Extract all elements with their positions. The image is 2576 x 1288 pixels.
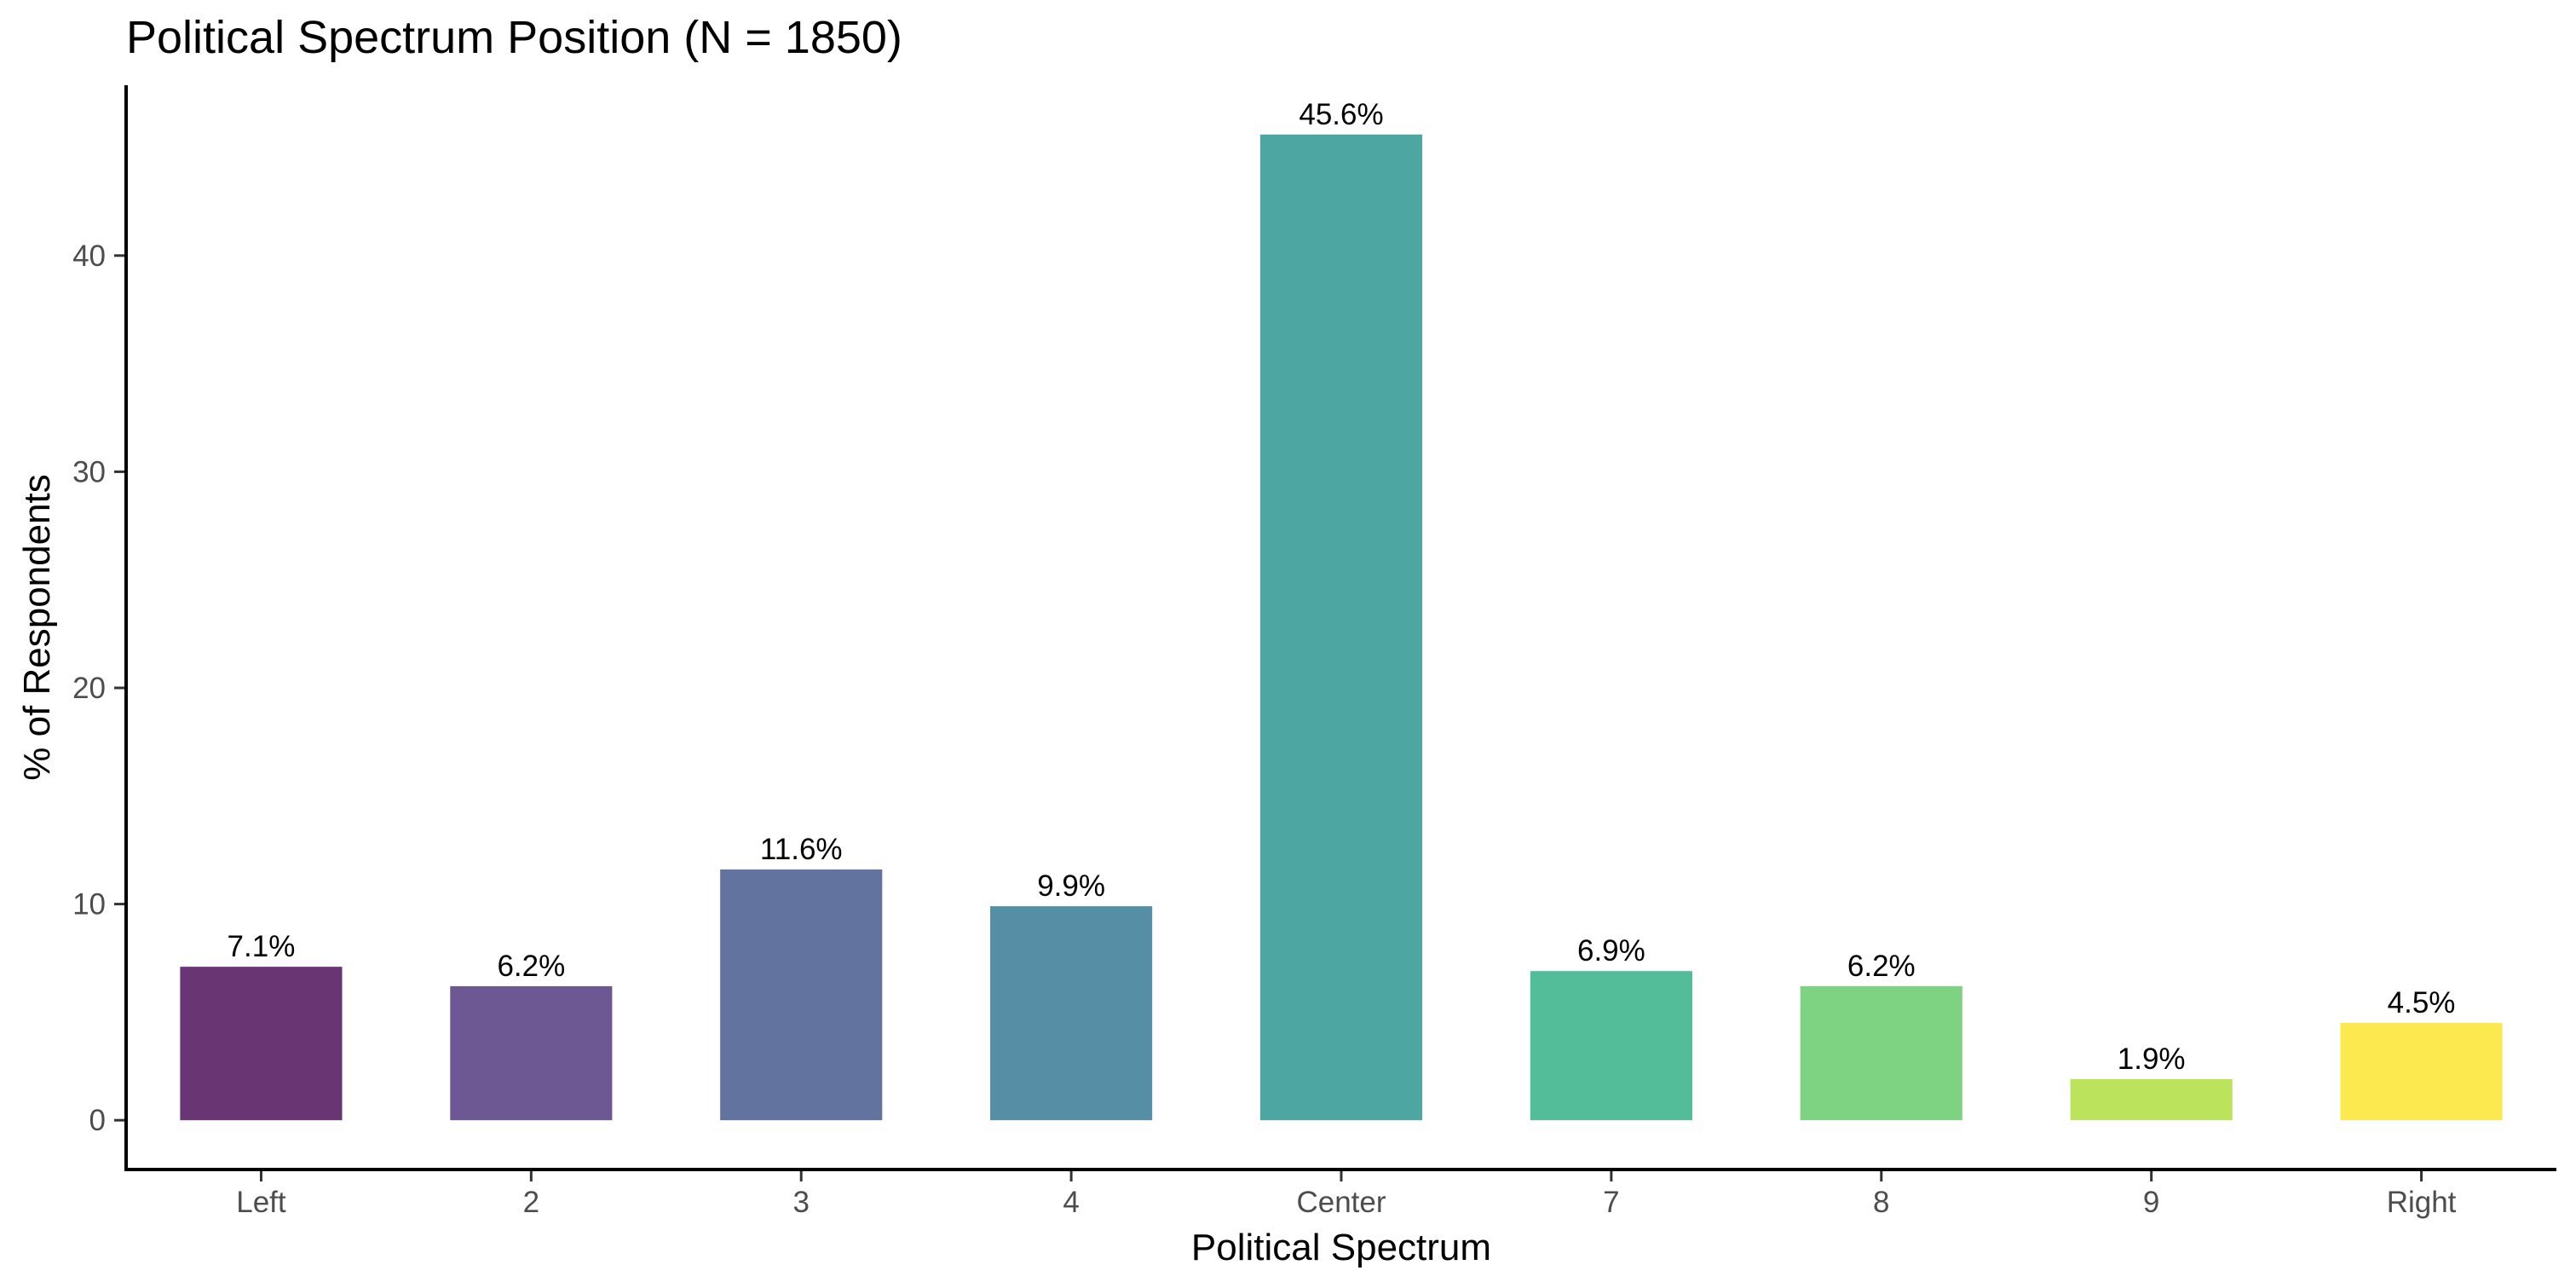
data-label: 6.9% xyxy=(1577,934,1645,967)
data-label: 4.5% xyxy=(2388,986,2456,1019)
x-tick-label: Center xyxy=(1296,1186,1386,1219)
x-tick-label: 9 xyxy=(2143,1186,2159,1219)
y-tick-label: 40 xyxy=(72,240,106,273)
data-label: 6.2% xyxy=(1847,950,1916,983)
x-ticks-layer: Left 2 3 4 Center 7 8 9 Right xyxy=(236,1171,2457,1219)
bar-center xyxy=(1259,134,1423,1121)
bar-left xyxy=(180,967,343,1121)
data-labels-layer: 7.1% 6.2% 11.6% 9.9% 45.6% 6.9% 6.2% 1.9% 4.5% xyxy=(228,98,2456,1076)
chart-title: Political Spectrum Position (N = 1850) xyxy=(126,12,902,63)
bar-2 xyxy=(450,985,613,1121)
bars-layer xyxy=(180,134,2503,1121)
x-tick-label: Left xyxy=(236,1186,286,1219)
data-label: 7.1% xyxy=(228,930,296,963)
x-tick-label: 7 xyxy=(1603,1186,1619,1219)
x-tick-label: 2 xyxy=(523,1186,539,1219)
x-tick-label: 3 xyxy=(792,1186,809,1219)
data-label: 6.2% xyxy=(497,950,565,983)
y-tick-label: 10 xyxy=(72,888,106,921)
y-tick-label: 0 xyxy=(89,1104,106,1137)
bar-4 xyxy=(990,906,1153,1121)
data-label: 9.9% xyxy=(1037,869,1105,903)
y-tick-label: 30 xyxy=(72,455,106,488)
y-tick-label: 20 xyxy=(72,672,106,705)
data-label: 1.9% xyxy=(2118,1043,2186,1076)
bar-7 xyxy=(1530,971,1692,1121)
x-tick-label: Right xyxy=(2387,1186,2457,1219)
bar-3 xyxy=(720,869,883,1121)
bar-right xyxy=(2340,1023,2503,1121)
data-label: 45.6% xyxy=(1299,98,1383,131)
bar-9 xyxy=(2070,1079,2233,1121)
y-ticks-layer: 0 10 20 30 40 xyxy=(72,240,124,1137)
x-tick-label: 8 xyxy=(1873,1186,1889,1219)
y-axis-title: % of Respondents xyxy=(16,474,58,781)
bar-8 xyxy=(1800,985,1962,1121)
data-label: 11.6% xyxy=(760,833,843,866)
x-tick-label: 4 xyxy=(1063,1186,1079,1219)
x-axis-title: Political Spectrum xyxy=(1191,1227,1491,1268)
